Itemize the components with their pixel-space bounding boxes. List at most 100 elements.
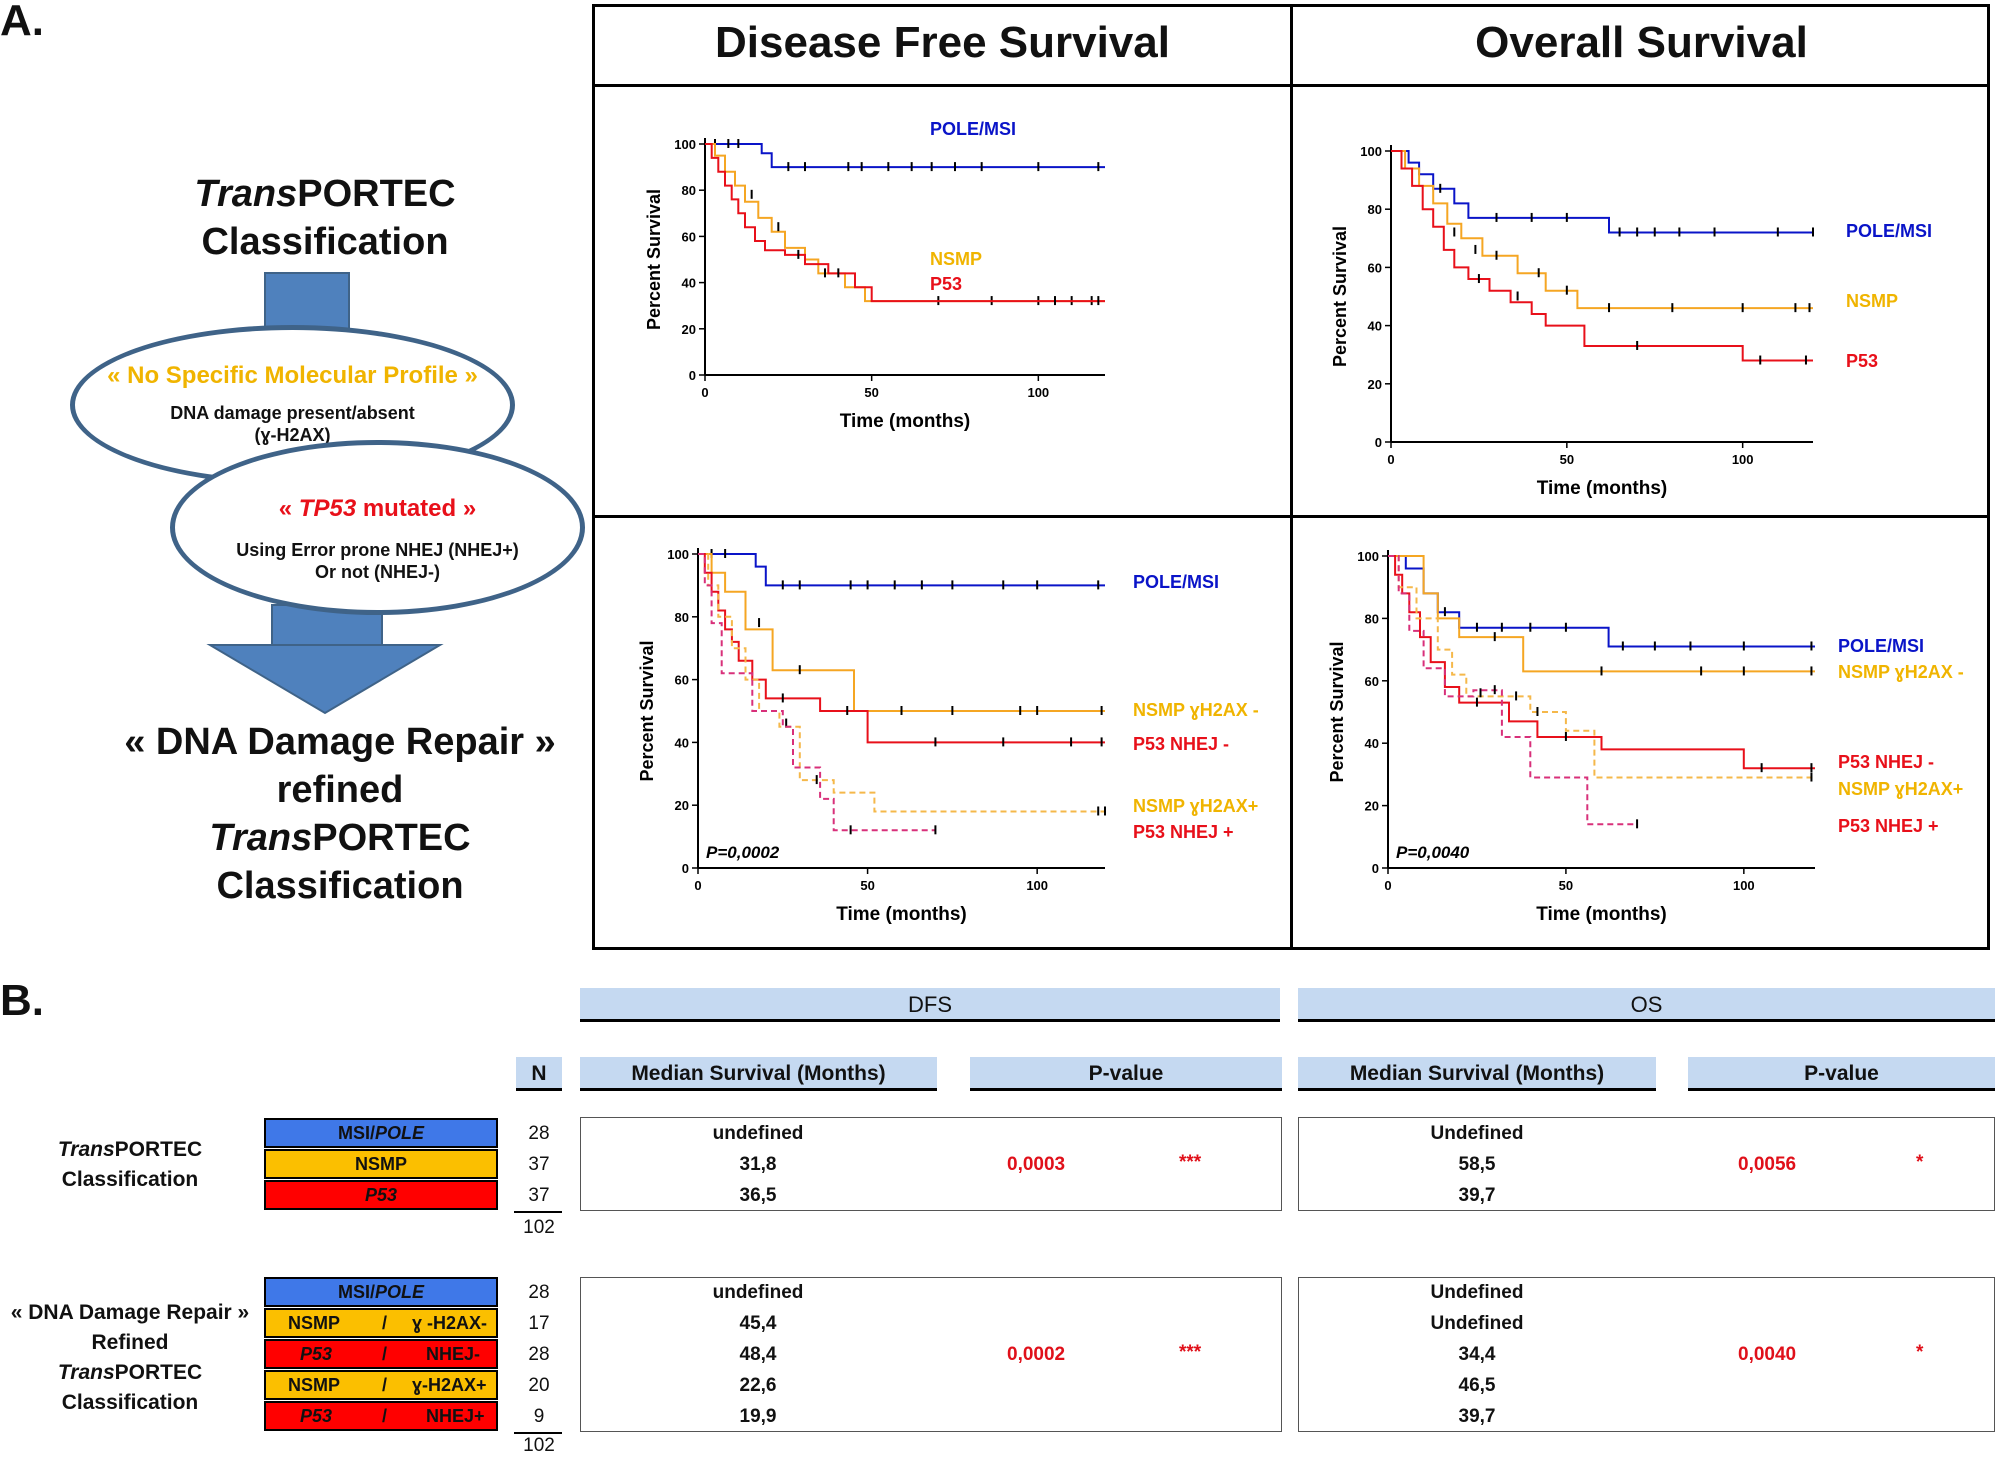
dfs_top-ytick-label-100: 100 bbox=[674, 137, 696, 152]
group1-dfs-row2: 31,8 bbox=[739, 1154, 777, 1175]
table-os-median-header: Median Survival (Months) bbox=[1298, 1057, 1656, 1091]
os_top-ytick-label-60: 60 bbox=[1368, 260, 1382, 275]
flow-title: TransPORTEC Classification bbox=[194, 173, 456, 263]
group1-os-row2: 58,5 bbox=[1458, 1154, 1496, 1175]
flow-result: « DNA Damage Repair » refined TransPORTE… bbox=[124, 721, 556, 907]
os_bottom-legend-nsmp-h2ax: NSMP ɣH2AX+ bbox=[1838, 779, 1963, 799]
os_bottom-ytick-label-40: 40 bbox=[1365, 736, 1379, 751]
dfs_bottom-legend-pole-msi: POLE/MSI bbox=[1133, 572, 1219, 592]
dfs_top-ytick-label-40: 40 bbox=[682, 276, 696, 291]
dfs_bottom-pvalue: P=0,0002 bbox=[706, 843, 780, 862]
table-dfs-header: DFS bbox=[580, 988, 1280, 1022]
os_bottom-pvalue: P=0,0040 bbox=[1396, 843, 1470, 862]
panel-a-label: A. bbox=[0, 0, 44, 45]
os_top-ytick-label-20: 20 bbox=[1368, 377, 1382, 392]
os-column-title: Overall Survival bbox=[1475, 18, 1808, 67]
group2-os-row4: 46,5 bbox=[1458, 1375, 1496, 1396]
dfs_bottom-legend-nsmp-h2ax: NSMP ɣH2AX+ bbox=[1133, 796, 1258, 816]
os_top-xtick-label-50: 50 bbox=[1560, 452, 1574, 467]
ellipse-nsmp-line2: (ɣ-H2AX) bbox=[254, 425, 331, 445]
group1-dfs-row1: undefined bbox=[712, 1123, 804, 1144]
os_top-xtick-label-100: 100 bbox=[1732, 452, 1754, 467]
group2-n-total: 102 bbox=[523, 1435, 555, 1456]
dfs_bottom-ytick-label-80: 80 bbox=[675, 610, 689, 625]
group1-label: TransPORTEC Classification bbox=[57, 1138, 203, 1191]
dfs_top-ytick-label-60: 60 bbox=[682, 229, 696, 244]
os_top-legend-p53: P53 bbox=[1846, 351, 1878, 371]
os_bottom-series-pole-msi bbox=[1388, 555, 1815, 648]
group2-n-row2: 17 bbox=[528, 1313, 550, 1334]
group2-n-row5: 9 bbox=[533, 1406, 545, 1427]
os_bottom-ytick-label-20: 20 bbox=[1365, 799, 1379, 814]
class-box-msi-pole: MSI/POLE bbox=[264, 1118, 498, 1148]
arrow-head bbox=[206, 644, 444, 715]
group1-n-row3: 37 bbox=[528, 1185, 550, 1206]
group2-os-pvalue: 0,0040 bbox=[1738, 1344, 1797, 1365]
os_top-legend-nsmp: NSMP bbox=[1846, 291, 1898, 311]
os_top-series-nsmp bbox=[1391, 150, 1813, 310]
dfs_bottom-legend-p53-nhej: P53 NHEJ + bbox=[1133, 822, 1234, 842]
group2-dfs-row5: 19,9 bbox=[739, 1406, 777, 1427]
dfs_bottom-series-nsmp-h2ax bbox=[698, 553, 1105, 712]
class-box-p53: P53 bbox=[264, 1180, 498, 1210]
panel-b-label: B. bbox=[0, 976, 44, 1025]
group1-os-row1: Undefined bbox=[1430, 1123, 1524, 1144]
dfs_top-xtick-label-50: 50 bbox=[864, 385, 878, 400]
group1-dfs-row3: 36,5 bbox=[739, 1185, 777, 1206]
group2-n-row1: 28 bbox=[528, 1282, 550, 1303]
dfs-column-title: Disease Free Survival bbox=[715, 18, 1170, 67]
group2-dfs-box bbox=[580, 1277, 1282, 1432]
os_bottom-legend-nsmp-h2ax: NSMP ɣH2AX - bbox=[1838, 662, 1964, 682]
dfs_bottom-xtick-label-100: 100 bbox=[1026, 878, 1048, 893]
dfs_top-ytick-label-0: 0 bbox=[689, 368, 696, 383]
class-box-refined-p53-nhej-pos: P53 / NHEJ+ bbox=[264, 1401, 498, 1431]
group2-dfs-row2: 45,4 bbox=[739, 1313, 777, 1334]
dfs_bottom-series-pole-msi bbox=[698, 553, 1105, 587]
chart-os-top: 0 20 40 60 80 100 0 50 100 Time (months) Percent S… bbox=[1330, 144, 1932, 499]
os_bottom-series-p53-nhej bbox=[1388, 555, 1638, 826]
table-n-header: N bbox=[516, 1057, 562, 1091]
dfs_top-ylabel: Percent Survival bbox=[644, 189, 664, 330]
os_top-ytick-label-40: 40 bbox=[1368, 319, 1382, 334]
group2-total-rule bbox=[514, 1432, 562, 1434]
dfs_top-legend-pole-msi: POLE/MSI bbox=[930, 119, 1016, 139]
class-box-refined-nsmp-neg: NSMP / ɣ -H2AX- bbox=[264, 1308, 498, 1338]
grid-divider-vertical bbox=[1290, 4, 1293, 950]
dfs_bottom-ytick-label-60: 60 bbox=[675, 673, 689, 688]
ellipse-tp53-line2: Or not (NHEJ-) bbox=[315, 562, 440, 582]
os_bottom-ylabel: Percent Survival bbox=[1327, 641, 1347, 782]
grid-divider-middle bbox=[592, 515, 1990, 518]
ellipse-tp53: « TP53 mutated » Using Error prone NHEJ … bbox=[170, 440, 585, 615]
chart-dfs-top: 0 20 40 60 80 100 0 50 100 Time (months) Percent S… bbox=[644, 119, 1105, 432]
os_bottom-ytick-label-60: 60 bbox=[1365, 674, 1379, 689]
group1-total-rule bbox=[514, 1211, 562, 1213]
os_top-ytick-label-0: 0 bbox=[1375, 435, 1382, 450]
group2-os-row1: Undefined bbox=[1430, 1282, 1524, 1303]
dfs_bottom-series-nsmp-h2ax bbox=[698, 553, 1105, 813]
os_top-ylabel: Percent Survival bbox=[1330, 226, 1350, 367]
ellipse-tp53-line1: Using Error prone NHEJ (NHEJ+) bbox=[236, 540, 519, 560]
dfs_bottom-ytick-label-20: 20 bbox=[675, 798, 689, 813]
dfs_bottom-ytick-label-0: 0 bbox=[682, 861, 689, 876]
chart-os-bottom: 0 20 40 60 80 100 0 50 100 Time (months) Percent S… bbox=[1327, 549, 1964, 925]
os_top-xtick-label-0: 0 bbox=[1387, 452, 1394, 467]
os_bottom-ytick-label-80: 80 bbox=[1365, 611, 1379, 626]
group1-dfs-pvalue: 0,0003 bbox=[1007, 1154, 1066, 1175]
group2-os-row2: Undefined bbox=[1430, 1313, 1524, 1334]
chart-dfs-bottom: 0 20 40 60 80 100 0 50 100 Time (months) Percent S… bbox=[637, 547, 1259, 925]
dfs_top-legend-p53: P53 bbox=[930, 274, 962, 294]
dfs_bottom-ylabel: Percent Survival bbox=[637, 640, 657, 781]
dfs_top-ytick-label-20: 20 bbox=[682, 322, 696, 337]
table-os-header: OS bbox=[1298, 988, 1995, 1022]
dfs_bottom-xlabel: Time (months) bbox=[836, 904, 967, 925]
group1-dfs-stars: *** bbox=[1179, 1152, 1202, 1173]
dfs_bottom-ytick-label-100: 100 bbox=[667, 547, 689, 562]
group1-n-row2: 37 bbox=[528, 1154, 550, 1175]
ellipse-tp53-head: « TP53 mutated » bbox=[278, 495, 477, 522]
group2-n-row3: 28 bbox=[528, 1344, 550, 1365]
table-os-pvalue-header: P-value bbox=[1688, 1057, 1995, 1091]
group1-n-total: 102 bbox=[523, 1217, 555, 1238]
dfs_bottom-xtick-label-0: 0 bbox=[694, 878, 701, 893]
dfs_bottom-xtick-label-50: 50 bbox=[860, 878, 874, 893]
os_top-ytick-label-100: 100 bbox=[1360, 144, 1382, 159]
